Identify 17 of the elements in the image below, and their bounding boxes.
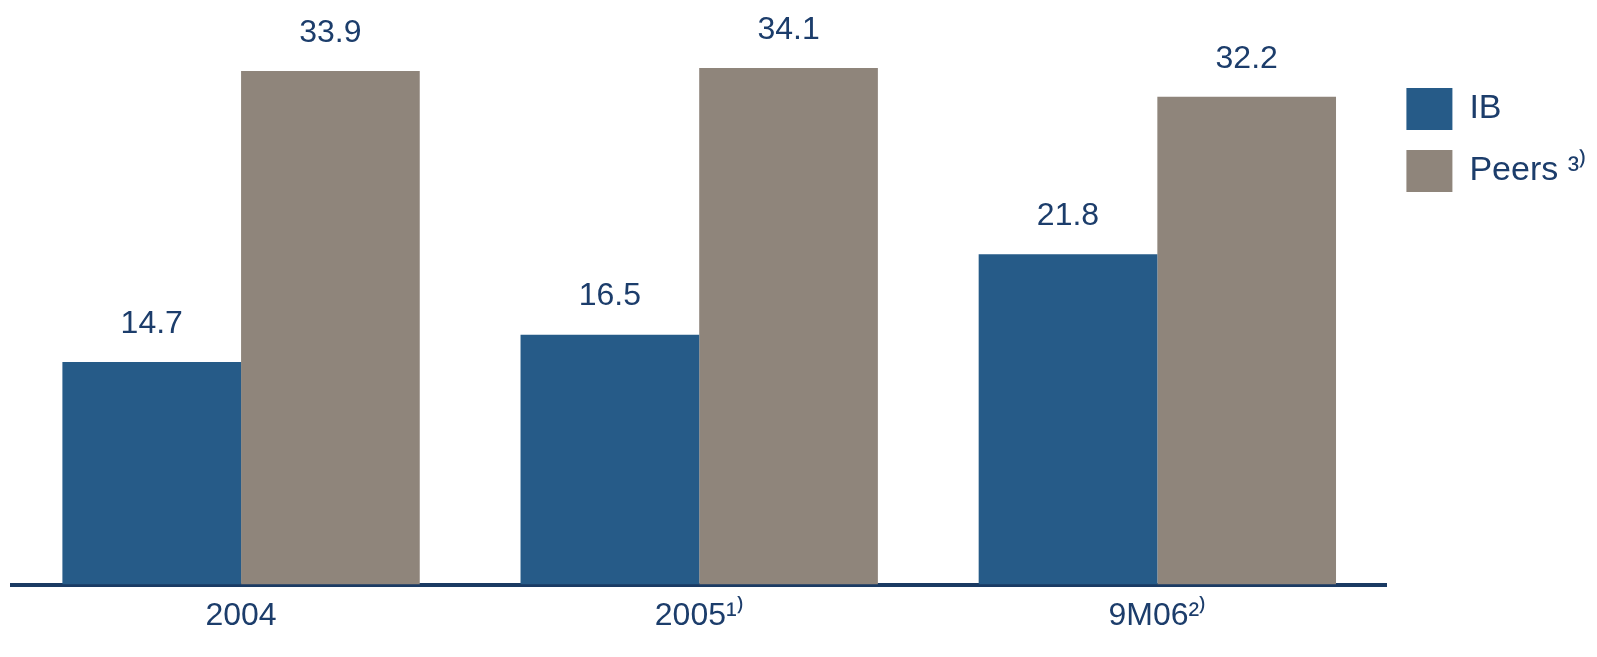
data-label: 34.1	[757, 9, 820, 46]
bar	[1157, 96, 1337, 585]
data-label: 33.9	[299, 12, 362, 49]
bar	[699, 68, 878, 585]
x-tick-label: 2005¹⁾	[654, 594, 744, 632]
bar	[520, 334, 700, 585]
data-label: 14.7	[120, 303, 183, 340]
legend-label: IB	[1469, 87, 1502, 126]
x-tick-label: 9M06²⁾	[1108, 594, 1207, 632]
data-label: 16.5	[578, 276, 642, 313]
bar	[62, 361, 242, 585]
bar	[241, 71, 420, 585]
legend-label: Peers ³⁾	[1469, 149, 1588, 188]
data-label: 21.8	[1036, 196, 1100, 233]
x-tick-label: 2004	[205, 595, 277, 632]
bar	[978, 254, 1158, 585]
data-label: 32.2	[1215, 38, 1278, 75]
